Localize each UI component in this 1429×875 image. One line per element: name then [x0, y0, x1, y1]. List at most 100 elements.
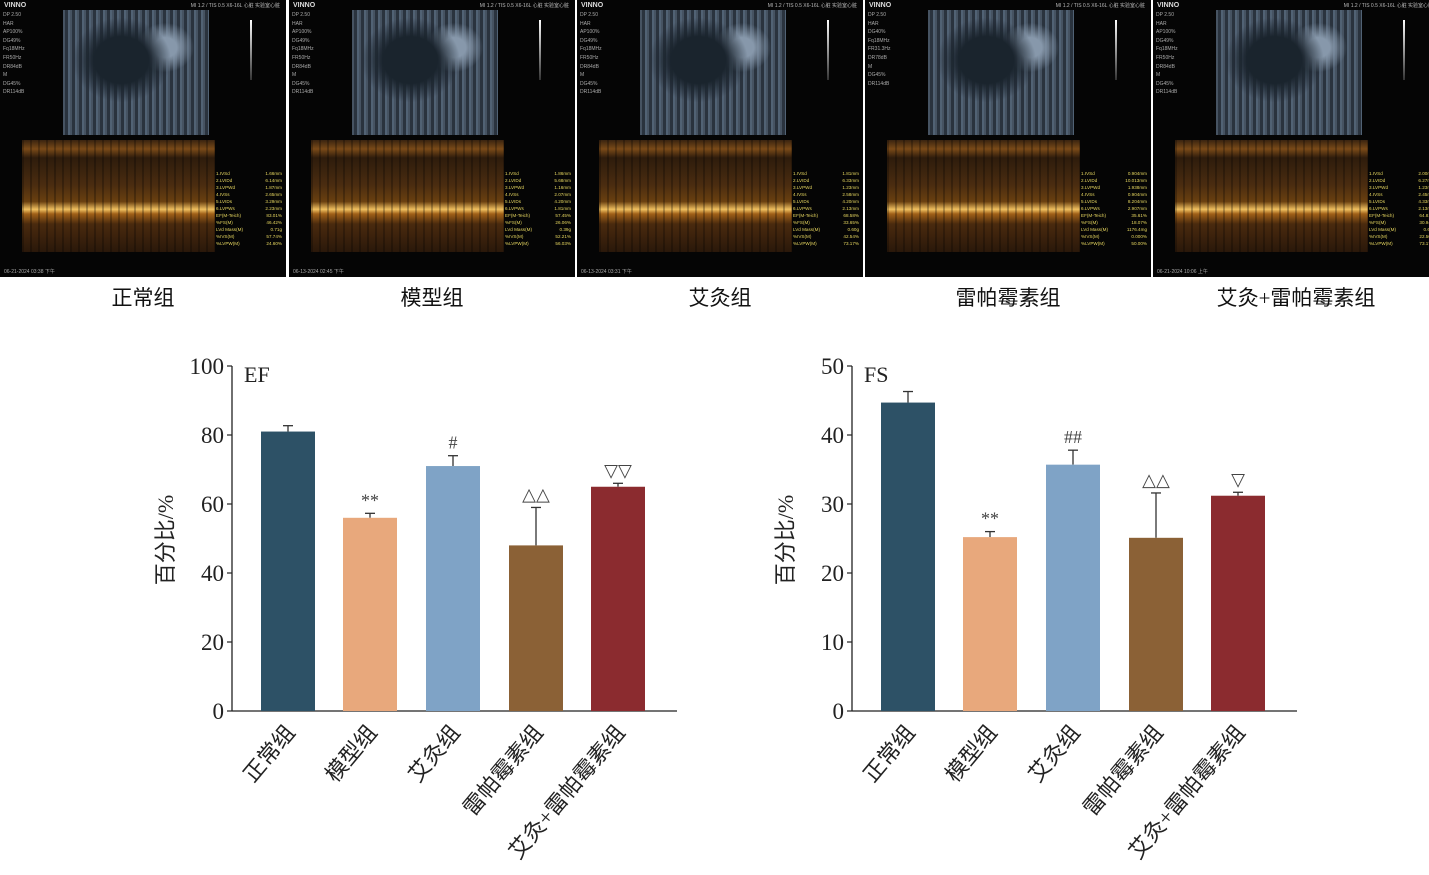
x-tick-label: 正常组 — [238, 720, 300, 787]
readout-row: %LVPW(M) 73.17% — [1369, 240, 1429, 247]
readout-value: 1.86mm — [554, 171, 571, 176]
readout-value: 42.54% — [843, 234, 859, 239]
readout-row: LVd Mass(M) 0.64g — [1369, 226, 1429, 233]
param: DG45% — [580, 80, 598, 87]
timestamp: 06-21-2024 03:38 下午 — [4, 269, 55, 275]
readout-value: 24.60% — [266, 241, 282, 246]
bar — [426, 466, 480, 711]
readout-label: 6.LVPWs — [1081, 206, 1100, 211]
y-tick-label: 0 — [213, 699, 225, 724]
param: M — [1156, 72, 1161, 79]
readout-row: 3.LVPWd 1.23mm — [1369, 184, 1429, 191]
param: DG45% — [1156, 80, 1174, 87]
param: HAR — [3, 20, 14, 27]
timestamp: 06-13-2024 03:31 下午 — [581, 269, 632, 275]
param: AP100% — [292, 29, 312, 36]
readout-value: 6.27mm — [1418, 178, 1429, 183]
probe-header: MI 1.2 / TIS 0.5 X6-16L 心脏 实验室心脏 — [1343, 3, 1429, 9]
readout-row: EF(M-Teich) 68.58% — [793, 212, 859, 219]
param: DR84dB — [580, 63, 599, 70]
readout-label: LVd Mass(M) — [1369, 227, 1396, 232]
gray-scale-bar — [539, 20, 541, 80]
readout-value: 1.81mm — [554, 206, 571, 211]
param: DR114dB — [292, 89, 314, 96]
readout-value: 1.23mm — [1418, 185, 1429, 190]
param: DG49% — [1156, 37, 1174, 44]
bar — [591, 486, 645, 711]
param: FR50Hz — [292, 54, 311, 61]
y-tick-label: 10 — [821, 630, 844, 655]
readout-value: 35.61% — [1131, 213, 1147, 218]
readout-value: 0.64g — [1423, 227, 1429, 232]
ultrasound-image: VINNO MI 1.2 / TIS 0.5 X6-16L 心脏 实验室心脏 D… — [865, 0, 1151, 277]
y-tick-label: 0 — [833, 699, 845, 724]
bar — [261, 431, 315, 711]
param: AP100% — [1156, 29, 1176, 36]
readout-row: %IVS(M) 52.21% — [505, 233, 571, 240]
readout-value: 33.65% — [843, 220, 859, 225]
readout-label: %IVS(M) — [793, 234, 812, 239]
param: M — [3, 72, 8, 79]
gray-scale-bar — [250, 20, 252, 80]
x-tick-label: 正常组 — [858, 720, 920, 787]
probe-header: MI 1.2 / TIS 0.5 X6-16L 心脏 实验室心脏 — [767, 3, 857, 9]
readout-row: %LVPW(M) 24.60% — [216, 240, 282, 247]
readout-label: %FS(M) — [1369, 220, 1386, 225]
param: DP 2.50 — [292, 12, 310, 18]
readout-label: %LVPW(M) — [1369, 241, 1393, 246]
readout-value: 4.20mm — [554, 199, 571, 204]
readout-row: %FS(M) 26.06% — [505, 219, 571, 226]
readout-label: 3.LVPWd — [793, 185, 813, 190]
readout-label: 5.LVIDs — [1369, 199, 1385, 204]
readout-value: 68.58% — [843, 213, 859, 218]
panel-label: 艾灸组 — [688, 286, 752, 310]
param: DG45% — [292, 80, 310, 87]
timestamp: 06-13-2024 02:45 下午 — [293, 269, 344, 275]
param: HAR — [868, 20, 879, 27]
readout-row: 5.LVIDs 4.20mm — [793, 198, 859, 205]
y-axis-label: 百分比/% — [153, 495, 178, 585]
brand-logo: VINNO — [581, 2, 604, 9]
readout-label: %LVPW(M) — [793, 241, 817, 246]
readout-row: 6.LVPWs 2.907mm — [1081, 205, 1147, 212]
readout-value: 26.06% — [555, 220, 571, 225]
readout-value: 1.23mm — [842, 185, 859, 190]
param: FR50Hz — [3, 54, 22, 61]
panel-label: 正常组 — [111, 286, 175, 310]
readout-value: 0.904mm — [1127, 171, 1147, 176]
readout-label: 5.LVIDs — [1081, 199, 1097, 204]
chart-title: FS — [864, 362, 888, 387]
y-tick-label: 100 — [190, 354, 225, 379]
m-mode-trace — [887, 140, 1080, 252]
readout-label: EF(M-Teich) — [505, 213, 531, 218]
readout-value: 10.013mm — [1125, 178, 1147, 183]
param: DG45% — [3, 80, 21, 87]
readout-row: 5.LVIDs 3.29mm — [216, 198, 282, 205]
readout-label: LVd Mass(M) — [793, 227, 820, 232]
y-tick-label: 60 — [201, 492, 224, 517]
readout-value: 0.904mm — [1127, 192, 1147, 197]
significance-marker: ▽▽ — [604, 460, 632, 480]
readout-value: 64.81% — [1419, 213, 1429, 218]
significance-marker: ** — [361, 490, 379, 510]
readout-row: %LVPW(M) 50.00% — [1081, 240, 1147, 247]
readout-row: 2.LVIDd 6.33mm — [793, 177, 859, 184]
ultrasound-image: VINNO MI 1.2 / TIS 0.5 X6-16L 心脏 实验室心脏 D… — [289, 0, 575, 277]
readout-row: EF(M-Teich) 64.81% — [1369, 212, 1429, 219]
readout-value: 0.60g — [847, 227, 860, 232]
param: Fq18MHz — [3, 46, 25, 53]
readout-label: 2.LVIDd — [216, 178, 233, 183]
y-tick-label: 20 — [821, 561, 844, 586]
param: M — [868, 63, 873, 70]
readout-label: 3.LVPWd — [505, 185, 525, 190]
readout-row: 5.LVIDs 8.204mm — [1081, 198, 1147, 205]
readout-label: %LVPW(M) — [1081, 241, 1105, 246]
readout-value: 4.33mm — [1418, 199, 1429, 204]
readout-value: 2.07mm — [554, 192, 571, 197]
readout-row: %FS(M) 33.65% — [793, 219, 859, 226]
readout-value: 1176.4mg — [1126, 227, 1147, 232]
probe-header: MI 1.2 / TIS 0.5 X6-16L 心脏 实验室心脏 — [479, 3, 569, 9]
readout-row: LVd Mass(M) 0.39g — [505, 226, 571, 233]
readout-value: 22.50% — [1419, 234, 1429, 239]
